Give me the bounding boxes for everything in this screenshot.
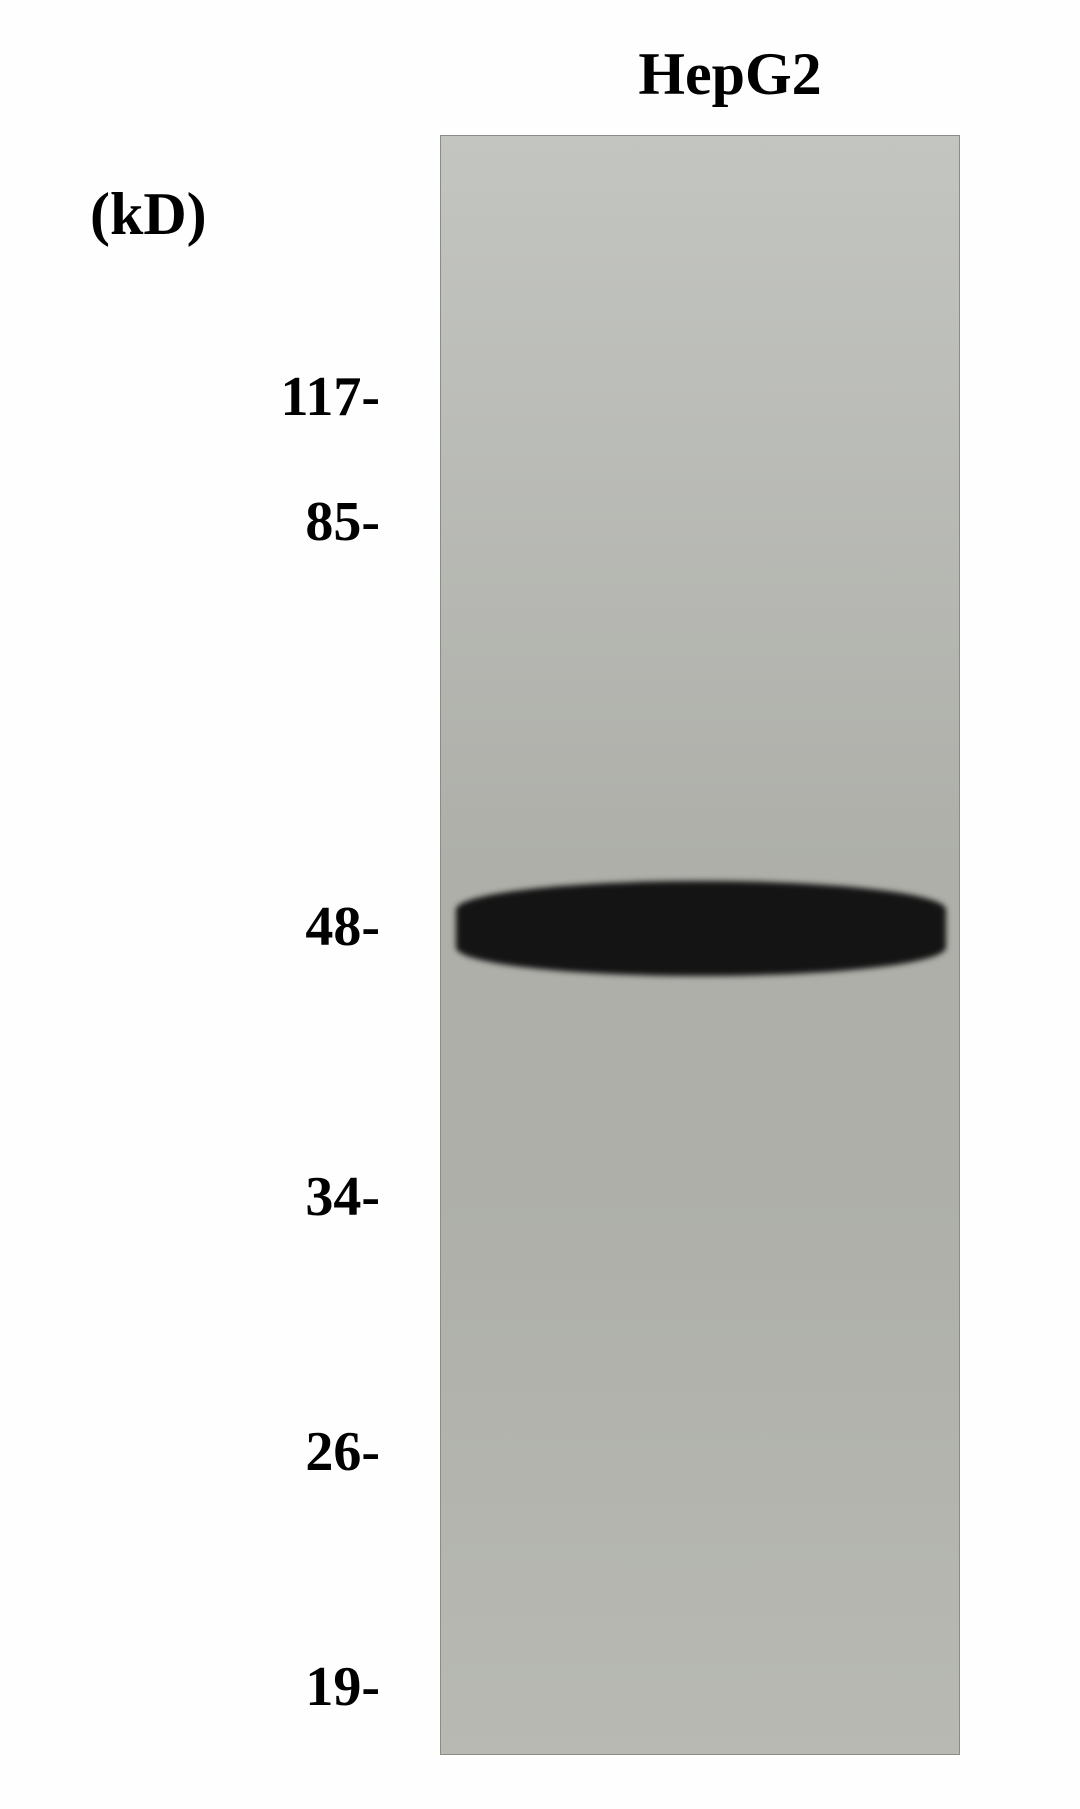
mw-marker-3: 34- bbox=[0, 1165, 380, 1229]
mw-marker-2: 48- bbox=[0, 895, 380, 959]
mw-marker-5: 19- bbox=[0, 1655, 380, 1719]
lane-label: HepG2 bbox=[580, 40, 880, 109]
blot-band-0 bbox=[456, 881, 946, 976]
blot-lane bbox=[440, 135, 960, 1755]
mw-marker-0: 117- bbox=[0, 365, 380, 429]
mw-marker-1: 85- bbox=[0, 490, 380, 554]
unit-label: (kD) bbox=[90, 180, 207, 249]
mw-marker-4: 26- bbox=[0, 1420, 380, 1484]
western-blot-figure: HepG2 (kD) 117- 85- 48- 34- 26- 19- bbox=[0, 0, 1080, 1809]
